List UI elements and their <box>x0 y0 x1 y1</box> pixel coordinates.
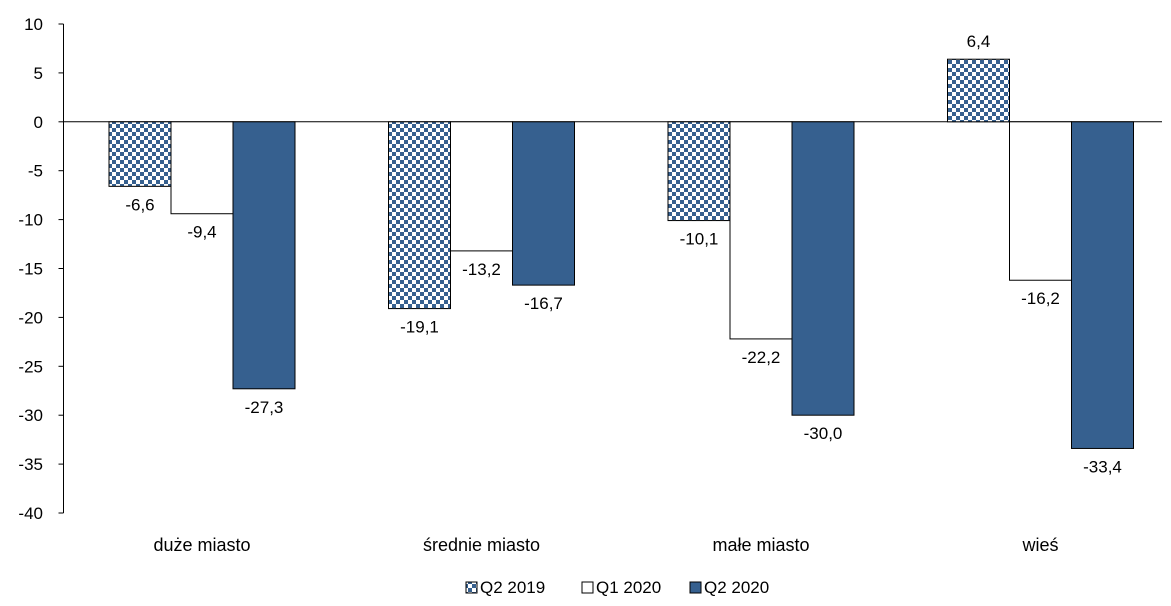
y-tick-label: 10 <box>24 15 43 34</box>
data-label: -27,3 <box>245 398 284 417</box>
y-tick-label: -30 <box>18 406 43 425</box>
data-label: -19,1 <box>400 318 439 337</box>
y-tick-label: -20 <box>18 308 43 327</box>
legend-label: Q2 2020 <box>704 578 769 597</box>
data-label: -33,4 <box>1083 457 1122 476</box>
data-label: 6,4 <box>967 32 991 51</box>
data-labels: -6,6 -9,4 -27,3 -19,1 -13,2 -16,7 -10,1 -22,2 -3… <box>125 32 1122 476</box>
legend-label: Q1 2020 <box>596 578 661 597</box>
y-tick-label: -25 <box>18 357 43 376</box>
data-label: -6,6 <box>125 195 154 214</box>
x-category-label: średnie miasto <box>423 535 540 555</box>
data-label: -30,0 <box>804 424 843 443</box>
bar-1-3 <box>667 121 731 222</box>
bar-2-3 <box>729 121 793 340</box>
data-label: -16,7 <box>524 294 563 313</box>
data-label: -13,2 <box>462 260 501 279</box>
y-tick-label: -35 <box>18 455 43 474</box>
bar-3-4 <box>1071 121 1134 449</box>
y-tick-label: 5 <box>34 64 43 83</box>
x-category-label: wieś <box>1021 535 1058 555</box>
y-axis: 10 5 0 -5 -10 -15 -20 -25 -30 -35 -40 <box>18 15 1162 523</box>
bar-3-1 <box>232 121 296 390</box>
bar-1-2 <box>388 121 451 310</box>
bar-1-4 <box>947 58 1010 123</box>
legend-swatch <box>581 581 594 594</box>
legend-label: Q2 2019 <box>480 578 545 597</box>
category-labels: duże miasto średnie miasto małe miasto wieś <box>153 535 1058 555</box>
bar-1-1 <box>108 121 172 187</box>
y-tick-label: -10 <box>18 211 43 230</box>
bars <box>108 58 1134 449</box>
y-tick-label: 0 <box>34 113 43 132</box>
data-label: -22,2 <box>742 348 781 367</box>
bar-2-1 <box>170 121 234 215</box>
y-tick-label: -40 <box>18 504 43 523</box>
data-label: -16,2 <box>1021 289 1060 308</box>
x-category-label: małe miasto <box>712 535 809 555</box>
y-tick-label: -15 <box>18 260 43 279</box>
legend: Q2 2019 Q1 2020 Q2 2020 <box>465 578 769 597</box>
bar-3-2 <box>512 121 575 286</box>
bar-2-2 <box>450 121 513 252</box>
data-label: -9,4 <box>187 223 216 242</box>
bar-3-3 <box>791 121 855 416</box>
data-label: -10,1 <box>680 230 719 249</box>
legend-swatch <box>689 581 702 594</box>
legend-swatch <box>465 581 478 594</box>
bar-2-4 <box>1009 121 1072 281</box>
y-tick-label: -5 <box>28 162 43 181</box>
x-category-label: duże miasto <box>153 535 250 555</box>
